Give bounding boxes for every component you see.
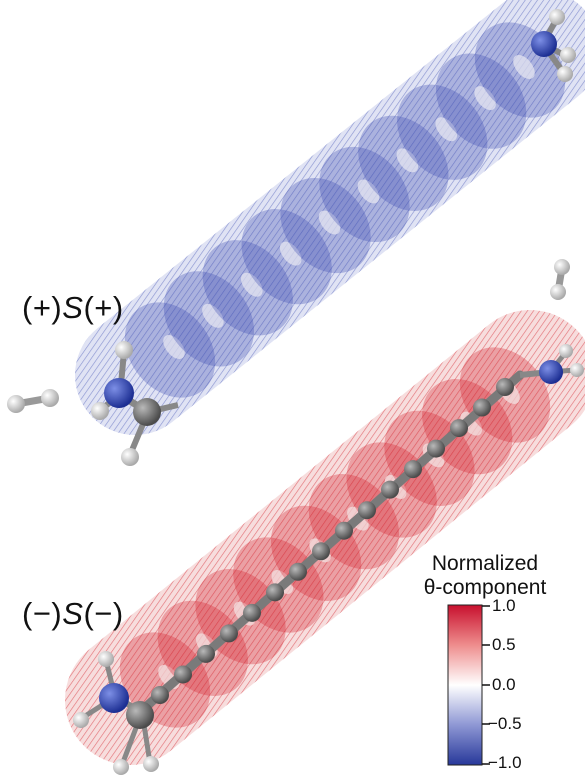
hydrogen-molecule-right	[550, 259, 570, 300]
carbon-atom	[427, 439, 445, 458]
nitrogen-atom	[104, 378, 134, 408]
hydrogen-atom	[121, 448, 139, 466]
hydrogen-atom	[549, 9, 565, 25]
field-lobe-highlight	[240, 272, 263, 297]
nitrogen-atom	[531, 31, 557, 57]
colorbar-tick-label: 1.0	[492, 596, 516, 615]
hydrogen-atom	[559, 344, 573, 358]
top-helix-field	[75, 0, 585, 435]
hydrogen-atom	[560, 47, 576, 63]
label-letter: S	[62, 596, 84, 631]
hydrogen-atom	[113, 759, 129, 775]
carbon-atom	[335, 521, 353, 540]
field-lobe-highlight	[396, 148, 419, 173]
carbon-atom	[473, 398, 491, 417]
carbon-atom	[151, 686, 169, 704]
top-molecule-label: (+)S(+)	[22, 290, 124, 326]
field-lobe-highlight	[435, 117, 458, 142]
colorbar-tick-label: −1.0	[488, 753, 522, 772]
hydrogen-atom	[73, 712, 89, 728]
field-lobe-highlight	[318, 210, 341, 235]
nitrogen-atom	[99, 683, 129, 713]
colorbar-tick-label: −0.5	[488, 714, 522, 733]
hydrogen-atom	[115, 341, 133, 359]
label-suffix: (+)	[83, 290, 124, 325]
hydrogen-atom	[557, 66, 573, 82]
bottom-helix-backbone	[73, 344, 584, 775]
carbon-atom	[450, 419, 468, 438]
colorbar-tick-label: 0.5	[492, 635, 516, 654]
label-letter: S	[62, 290, 84, 325]
hydrogen-atom	[143, 756, 159, 772]
legend-title-line2: θ-component	[423, 576, 547, 599]
carbon-atom	[289, 562, 307, 581]
field-lobe-highlight	[163, 335, 185, 359]
carbon-atom	[197, 644, 215, 663]
carbon-atom	[358, 501, 376, 520]
legend-title: Normalized θ-component	[400, 552, 570, 600]
carbon-atom	[381, 480, 399, 499]
carbon-atom	[243, 603, 261, 622]
bottom-molecule-label: (−)S(−)	[22, 596, 124, 632]
hydrogen-atom	[98, 651, 114, 667]
carbon-atom	[174, 665, 192, 684]
carbon-atom	[220, 624, 238, 643]
field-lobe-highlight	[279, 241, 302, 266]
nitrogen-atom	[539, 360, 563, 384]
carbon-atom	[126, 701, 154, 729]
colorbar	[447, 604, 490, 766]
field-lobe-highlight	[513, 55, 535, 79]
carbon-atom	[496, 378, 514, 396]
hydrogen-atom	[570, 363, 584, 377]
colorbar-tick-label: 0.0	[492, 675, 516, 694]
field-lobe-highlight	[474, 86, 496, 111]
hydrogen-atom	[91, 402, 109, 420]
label-prefix: (−)	[22, 596, 63, 631]
field-lobe-highlight	[202, 303, 224, 328]
field-lobe-highlight	[357, 179, 380, 204]
top-helix-lobes	[124, 22, 566, 398]
label-prefix: (+)	[22, 290, 63, 325]
carbon-atom	[133, 398, 161, 426]
label-suffix: (−)	[83, 596, 124, 631]
hydrogen-molecule-left	[7, 389, 59, 413]
top-helix-atoms	[91, 9, 576, 466]
carbon-atom	[404, 460, 422, 479]
legend-title-line1: Normalized	[431, 552, 539, 575]
carbon-atom	[312, 542, 330, 561]
carbon-atom	[266, 583, 284, 602]
